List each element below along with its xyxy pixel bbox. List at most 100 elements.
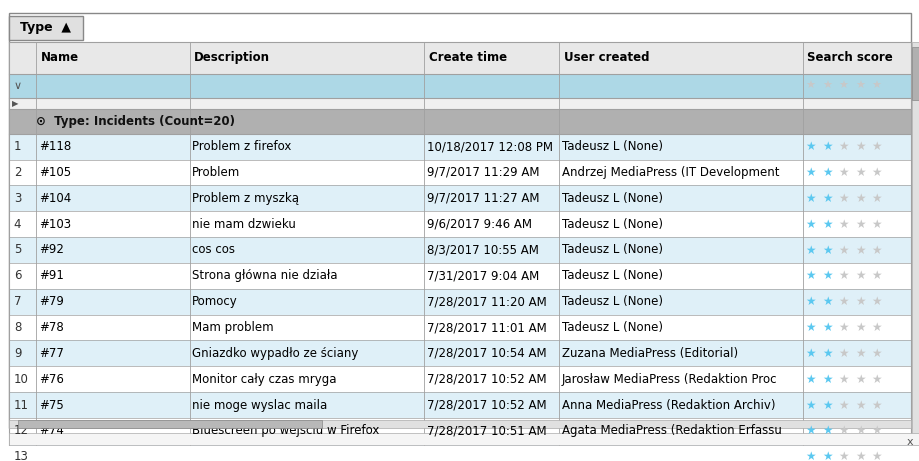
Text: Type  ▲: Type ▲ [20,21,72,35]
Text: 2: 2 [14,166,21,179]
Text: ★: ★ [854,321,865,334]
Text: ★: ★ [821,269,832,282]
Text: ★: ★ [804,450,815,461]
Text: 4: 4 [14,218,21,230]
Text: ★: ★ [804,399,815,412]
Text: ★: ★ [837,399,848,412]
Text: x: x [906,437,913,447]
Text: ★: ★ [854,399,865,412]
Text: 13: 13 [14,450,28,461]
Text: #92: #92 [39,243,63,256]
Text: ★: ★ [854,243,865,256]
Text: 10/18/2017 12:08 PM: 10/18/2017 12:08 PM [426,140,552,153]
Bar [9,42,910,73]
Text: ★: ★ [854,81,864,91]
Text: 9/7/2017 11:29 AM: 9/7/2017 11:29 AM [426,166,539,179]
Text: 9: 9 [14,347,21,360]
Text: ★: ★ [837,450,848,461]
Text: Agata MediaPress (Redaktion Erfassu: Agata MediaPress (Redaktion Erfassu [562,425,781,437]
Text: ★: ★ [870,192,881,205]
Text: ★: ★ [804,347,815,360]
Text: 10: 10 [14,373,28,386]
Bar [9,237,910,263]
Text: Tadeusz L (None): Tadeusz L (None) [562,269,663,282]
Text: ★: ★ [837,81,847,91]
Text: ∨: ∨ [14,81,22,91]
Bar [9,134,910,160]
Text: 7/31/2017 9:04 AM: 7/31/2017 9:04 AM [426,269,539,282]
Bar [9,109,910,134]
Bar [9,98,910,109]
Text: Jarosław MediaPress (Redaktion Proc: Jarosław MediaPress (Redaktion Proc [562,373,777,386]
Text: #105: #105 [39,166,71,179]
Text: ★: ★ [837,166,848,179]
Text: Z yamienione y Y: Z yamienione y Y [192,450,294,461]
Text: ★: ★ [870,140,881,153]
Text: 7/28/2017 11:20 AM: 7/28/2017 11:20 AM [426,295,546,308]
Text: ★: ★ [870,321,881,334]
Text: Problem z myszką: Problem z myszką [192,192,299,205]
Text: #79: #79 [39,295,63,308]
Bar [9,289,910,314]
Text: Tadeusz L (None): Tadeusz L (None) [562,192,663,205]
Bar [9,418,910,444]
Text: Tadeusz L (None): Tadeusz L (None) [562,218,663,230]
Text: #78: #78 [39,321,63,334]
Text: #73: #73 [39,450,63,461]
Text: ★: ★ [821,218,832,230]
Text: Administrator MediaPress (None): Administrator MediaPress (None) [562,450,756,461]
Text: ★: ★ [854,450,865,461]
Text: 8: 8 [14,321,21,334]
Text: 6: 6 [14,269,21,282]
Text: ★: ★ [804,192,815,205]
Text: ★: ★ [821,425,832,437]
Text: ★: ★ [854,192,865,205]
Text: ★: ★ [870,243,881,256]
Bar [9,341,910,366]
Text: #104: #104 [39,192,71,205]
Bar [9,420,910,428]
Bar [911,47,918,100]
Text: ★: ★ [837,218,848,230]
Text: ★: ★ [821,295,832,308]
Text: 9/7/2017 11:27 AM: 9/7/2017 11:27 AM [426,192,539,205]
Text: ★: ★ [821,399,832,412]
Text: #76: #76 [39,373,63,386]
Text: ★: ★ [804,295,815,308]
Text: ★: ★ [870,347,881,360]
FancyBboxPatch shape [9,13,910,428]
Text: ★: ★ [804,140,815,153]
Text: ▶: ▶ [12,99,18,108]
Text: ★: ★ [870,218,881,230]
Text: Strona główna nie działa: Strona główna nie działa [192,269,337,282]
Text: ★: ★ [821,450,832,461]
Text: 9/6/2017 9:46 AM: 9/6/2017 9:46 AM [426,218,531,230]
Text: ★: ★ [837,321,848,334]
Text: ★: ★ [804,166,815,179]
Text: ★: ★ [854,269,865,282]
Text: ★: ★ [804,321,815,334]
Text: #77: #77 [39,347,63,360]
Text: 8/3/2017 10:55 AM: 8/3/2017 10:55 AM [426,243,538,256]
Bar [9,366,910,392]
Text: ★: ★ [821,166,832,179]
Text: Description: Description [194,52,270,65]
Text: ★: ★ [870,399,881,412]
Text: #118: #118 [39,140,71,153]
Text: ★: ★ [837,192,848,205]
Text: ★: ★ [870,166,881,179]
Bar [18,420,322,428]
Bar [9,433,918,445]
Text: Andrzej MediaPress (IT Development: Andrzej MediaPress (IT Development [562,166,778,179]
Text: 3: 3 [14,192,21,205]
Bar [9,314,910,341]
Text: ★: ★ [870,425,881,437]
Text: ★: ★ [837,295,848,308]
Bar [911,42,918,461]
Text: ★: ★ [870,269,881,282]
Text: #75: #75 [39,399,63,412]
Text: 7/28/2017 10:54 AM: 7/28/2017 10:54 AM [426,347,546,360]
Text: Gniazdko wypadło ze ściany: Gniazdko wypadło ze ściany [192,347,358,360]
Text: ★: ★ [854,373,865,386]
Bar [9,73,910,98]
